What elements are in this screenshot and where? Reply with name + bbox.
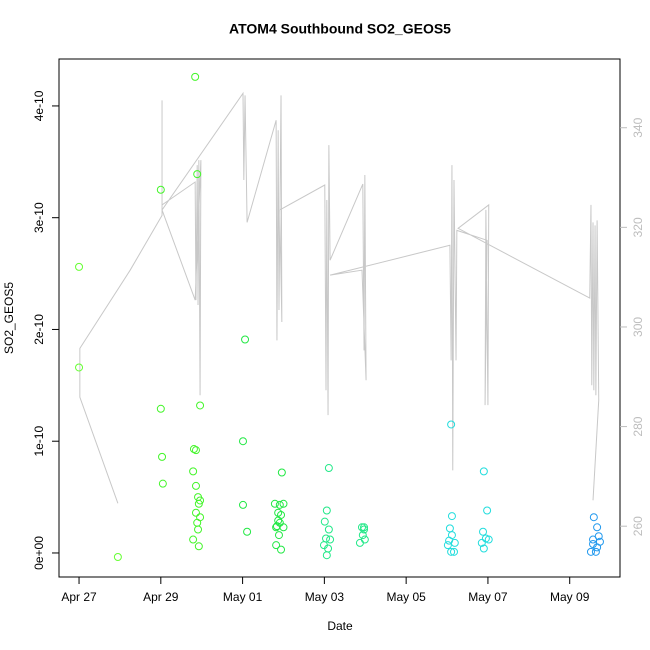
x-tick-label: May 09 (550, 590, 590, 604)
point (479, 467, 488, 476)
point (447, 420, 456, 429)
point (272, 541, 281, 550)
point (277, 545, 286, 554)
y-tick-label: 4e-10 (32, 90, 46, 121)
plot-frame (58, 58, 621, 578)
x-axis-label: Date (327, 619, 353, 633)
point (450, 538, 459, 547)
point (194, 542, 203, 551)
point (158, 479, 167, 488)
point (191, 508, 200, 517)
point (586, 547, 595, 556)
point (360, 523, 369, 532)
point (270, 499, 279, 508)
point (322, 551, 331, 560)
point (189, 467, 198, 476)
point (274, 531, 283, 540)
x-tick-label: May 05 (386, 590, 426, 604)
point (239, 500, 248, 509)
point (360, 525, 369, 534)
point (358, 531, 367, 540)
point (591, 547, 600, 556)
chart-title: ATOM4 Southbound SO2_GEOS5 (229, 21, 451, 37)
point (194, 525, 203, 534)
line (79, 91, 600, 504)
point (158, 452, 167, 461)
point (279, 523, 288, 532)
x-tick-label: May 07 (468, 590, 508, 604)
x-tick-label: May 03 (305, 590, 345, 604)
y-tick-label: 0e+00 (32, 536, 46, 570)
point (239, 437, 248, 446)
point (272, 522, 281, 531)
point (447, 512, 456, 521)
point (241, 335, 250, 344)
point (593, 523, 602, 532)
point (191, 481, 200, 490)
x-tick-label: Apr 29 (143, 590, 179, 604)
point (479, 544, 488, 553)
point (445, 524, 454, 533)
point (277, 468, 286, 477)
y-tick-label: 3e-10 (32, 202, 46, 233)
point (75, 363, 84, 372)
point (589, 535, 598, 544)
point (326, 535, 335, 544)
point (193, 518, 202, 527)
point (449, 547, 458, 556)
point (194, 499, 203, 508)
point (322, 506, 331, 515)
y2-tick-label: 260 (631, 516, 645, 536)
point (156, 404, 165, 413)
point (243, 527, 252, 536)
point (447, 547, 456, 556)
point (479, 527, 488, 536)
point (189, 535, 198, 544)
point (279, 499, 288, 508)
point (595, 537, 604, 546)
point (594, 532, 603, 541)
point (191, 446, 200, 455)
point (75, 262, 84, 271)
x-tick-label: May 01 (223, 590, 263, 604)
point (193, 170, 202, 179)
point (113, 552, 122, 561)
point (196, 401, 205, 410)
point (324, 464, 333, 473)
point (191, 72, 200, 81)
point (275, 500, 284, 509)
point (477, 538, 486, 547)
y2-tick-label: 340 (631, 117, 645, 137)
point (445, 536, 454, 545)
point (324, 525, 333, 534)
y2-tick-label: 280 (631, 416, 645, 436)
point (196, 496, 205, 505)
point (320, 517, 329, 526)
x-tick-label: Apr 27 (61, 590, 97, 604)
y-tick-label: 1e-10 (32, 426, 46, 457)
point (355, 538, 364, 547)
point (156, 185, 165, 194)
point (589, 513, 598, 522)
y2-tick-label: 320 (631, 217, 645, 237)
y-tick-label: 2e-10 (32, 314, 46, 345)
point (189, 445, 198, 454)
y2-tick-label: 300 (631, 317, 645, 337)
point (483, 506, 492, 515)
point (360, 535, 369, 544)
point (357, 523, 366, 532)
y-axis-label: SO2_GEOS5 (2, 282, 16, 354)
point (443, 541, 452, 550)
point (484, 535, 493, 544)
